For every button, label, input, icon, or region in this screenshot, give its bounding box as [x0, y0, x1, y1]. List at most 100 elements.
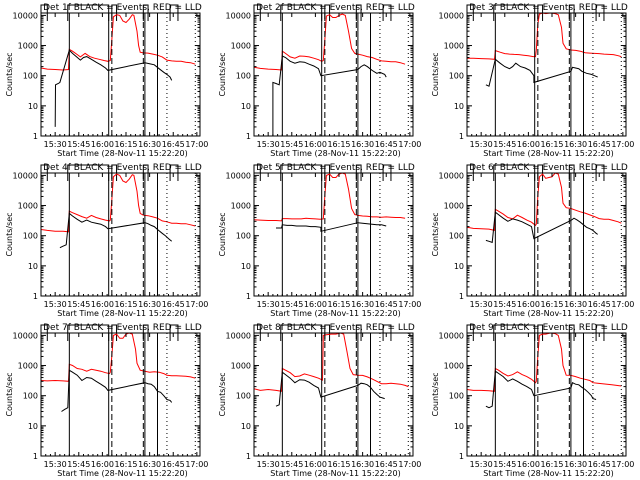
x-tick-label: 17:00 — [398, 140, 421, 149]
x-tick-label: 17:00 — [611, 460, 634, 469]
panel-title: Det 1f BLACK = Events, RED = LLD — [43, 3, 202, 13]
y-tick-label: 1000 — [444, 362, 464, 371]
x-tick-label: 15:30 — [44, 460, 67, 469]
x-tick-label: 15:45 — [280, 140, 303, 149]
panel-title: Det 8f BLACK = Events, RED = LLD — [256, 323, 415, 333]
y-tick-label: 100 — [236, 72, 251, 81]
x-tick-label: 16:45 — [375, 300, 398, 309]
detector-panel-7: Det 7f BLACK = Events, RED = LLD 1 10 100 10… — [5, 323, 208, 478]
lld-series-red — [467, 333, 622, 392]
y-tick-label: 1000 — [231, 202, 251, 211]
lld-series-red — [254, 173, 406, 222]
x-tick-label: 15:30 — [257, 300, 280, 309]
plot-frame — [466, 172, 627, 297]
y-tick-label: 10000 — [439, 171, 464, 180]
y-tick-label: 10000 — [13, 331, 38, 340]
y-tick-label: 10000 — [13, 171, 38, 180]
detector-panel-5: Det 5f BLACK = Events, RED = LLD 1 10 100 10… — [218, 163, 421, 318]
y-axis-label: Counts/sec — [431, 372, 440, 416]
x-tick-label: 16:15 — [114, 300, 137, 309]
plot-frame — [253, 12, 414, 137]
x-tick-label: 15:30 — [470, 300, 493, 309]
y-axis-label: Counts/sec — [218, 212, 227, 256]
y-tick-label: 10 — [454, 262, 464, 271]
x-tick-label: 16:30 — [564, 140, 587, 149]
y-tick-label: 10 — [241, 102, 251, 111]
panel-title: Det 6f BLACK = Events, RED = LLD — [469, 163, 628, 173]
y-tick-label: 1 — [33, 452, 38, 461]
x-tick-label: 16:45 — [588, 460, 611, 469]
x-tick-label: 15:45 — [67, 460, 90, 469]
events-series-black — [272, 55, 387, 136]
panel-title: Det 9f BLACK = Events, RED = LLD — [469, 323, 628, 333]
detector-panel-4: Det 4f BLACK = Events, RED = LLD 1 10 100 10… — [5, 163, 208, 318]
lld-series-red — [41, 14, 196, 71]
x-tick-label: 16:00 — [304, 460, 327, 469]
lld-series-red — [254, 13, 406, 71]
y-tick-label: 10 — [454, 102, 464, 111]
lld-series-red — [467, 173, 622, 232]
x-tick-label: 16:30 — [351, 300, 374, 309]
detector-panel-8: Det 8f BLACK = Events, RED = LLD 1 10 100 10… — [218, 323, 421, 478]
x-tick-label: 15:30 — [257, 460, 280, 469]
y-tick-label: 1000 — [444, 202, 464, 211]
y-axis-label: Counts/sec — [218, 372, 227, 416]
x-tick-label: 16:30 — [564, 460, 587, 469]
x-tick-label: 16:30 — [138, 460, 161, 469]
plot-frame — [466, 12, 627, 137]
plot-frame — [253, 172, 414, 297]
y-tick-label: 100 — [23, 392, 38, 401]
x-tick-label: 15:30 — [44, 300, 67, 309]
x-axis-label: Start Time (28-Nov-11 15:22:20) — [270, 309, 400, 318]
x-tick-label: 16:15 — [540, 460, 563, 469]
x-tick-label: 16:45 — [375, 460, 398, 469]
x-tick-label: 16:45 — [162, 460, 185, 469]
lld-series-red — [41, 173, 196, 233]
y-tick-label: 1000 — [231, 362, 251, 371]
y-tick-label: 1000 — [231, 42, 251, 51]
y-axis-label: Counts/sec — [5, 212, 14, 256]
x-tick-label: 17:00 — [185, 460, 208, 469]
x-tick-label: 16:30 — [564, 300, 587, 309]
x-tick-label: 16:45 — [588, 140, 611, 149]
x-tick-label: 16:15 — [114, 140, 137, 149]
y-axis-label: Counts/sec — [431, 52, 440, 96]
y-tick-label: 1 — [246, 132, 251, 141]
x-tick-label: 16:30 — [351, 460, 374, 469]
x-tick-label: 16:45 — [162, 140, 185, 149]
x-tick-label: 16:45 — [588, 300, 611, 309]
y-tick-label: 1 — [459, 132, 464, 141]
panel-title: Det 3f BLACK = Events, RED = LLD — [469, 3, 628, 13]
plot-frame — [253, 332, 414, 457]
y-tick-label: 1000 — [18, 42, 38, 51]
y-tick-label: 10 — [28, 102, 38, 111]
y-tick-label: 10000 — [226, 171, 251, 180]
y-tick-label: 1000 — [18, 202, 38, 211]
detector-panel-6: Det 6f BLACK = Events, RED = LLD 1 10 100 10… — [431, 163, 634, 318]
events-series-black — [485, 58, 598, 87]
events-series-black — [59, 212, 173, 249]
events-series-black — [485, 370, 597, 409]
detector-panel-2: Det 2f BLACK = Events, RED = LLD 1 10 100 10… — [218, 3, 421, 158]
y-tick-label: 10000 — [13, 11, 38, 20]
y-tick-label: 10 — [28, 422, 38, 431]
y-tick-label: 1 — [246, 292, 251, 301]
x-tick-label: 17:00 — [185, 300, 208, 309]
y-tick-label: 100 — [449, 392, 464, 401]
y-tick-label: 10000 — [439, 331, 464, 340]
x-tick-label: 15:45 — [280, 300, 303, 309]
y-tick-label: 10000 — [439, 11, 464, 20]
x-tick-label: 16:00 — [91, 140, 114, 149]
x-tick-label: 15:45 — [493, 300, 516, 309]
x-tick-label: 15:30 — [470, 140, 493, 149]
events-series-black — [276, 222, 387, 232]
y-tick-label: 10 — [241, 262, 251, 271]
panel-title: Det 4f BLACK = Events, RED = LLD — [43, 163, 202, 173]
y-axis-label: Counts/sec — [431, 212, 440, 256]
x-tick-label: 15:30 — [470, 460, 493, 469]
x-tick-label: 17:00 — [611, 300, 634, 309]
plot-frame — [40, 12, 201, 137]
events-series-black — [275, 371, 385, 407]
y-tick-label: 1 — [246, 452, 251, 461]
events-series-black — [61, 369, 173, 412]
